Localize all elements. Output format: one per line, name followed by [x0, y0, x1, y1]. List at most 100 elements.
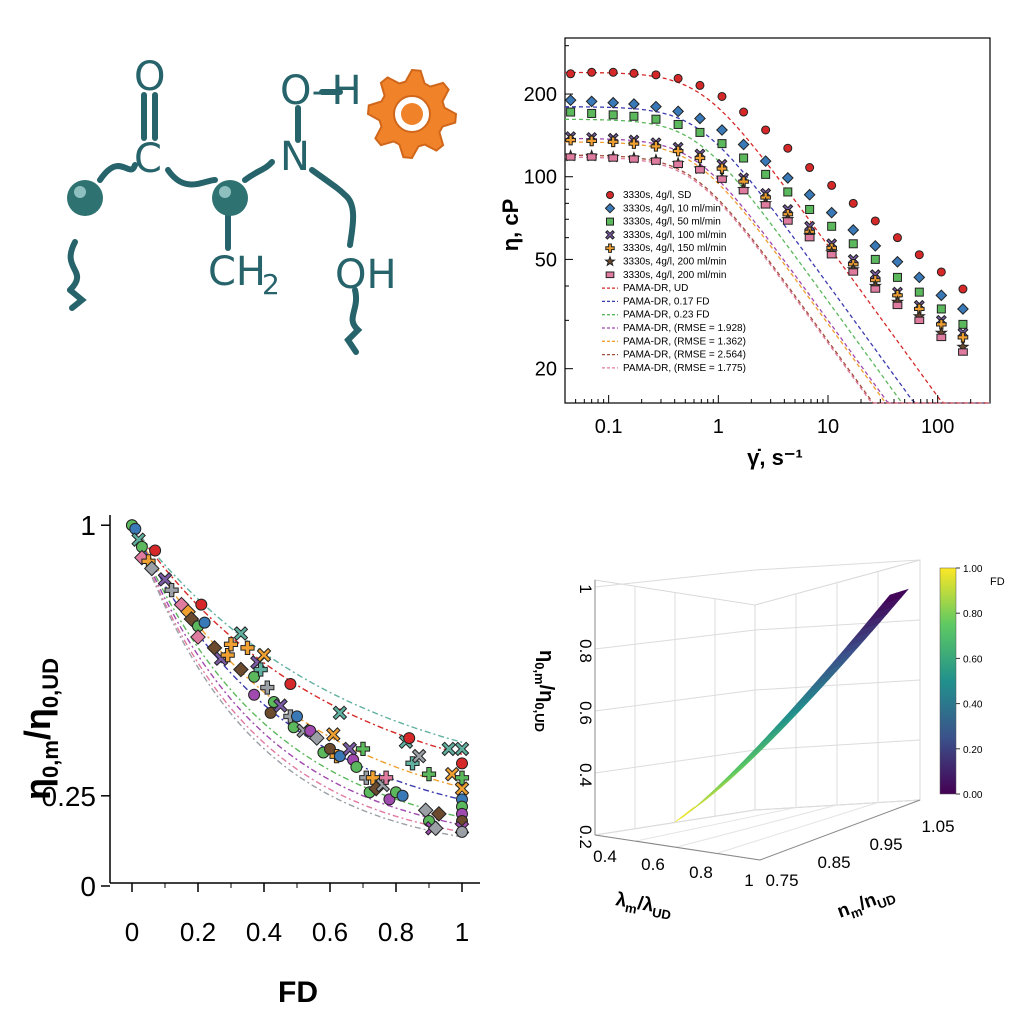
colorbar	[939, 567, 957, 795]
point-s0-12	[827, 180, 837, 190]
point-s4-16	[914, 303, 925, 315]
point-s6-5	[673, 160, 684, 168]
bond-bead2-n	[242, 159, 275, 183]
point-s4-6	[694, 152, 706, 164]
legend-label-3: 3330s, 4g/l, 100 ml/min	[623, 230, 726, 241]
point-s0-2	[608, 67, 618, 77]
point-s4-5	[672, 145, 684, 157]
point-72	[454, 741, 470, 757]
point-s6-17	[936, 333, 947, 342]
point-56	[379, 770, 394, 785]
point-s2-6	[695, 127, 705, 137]
point-s0-5	[673, 73, 683, 83]
point-s6-16	[914, 316, 925, 325]
molecule-bonds	[67, 89, 363, 355]
point-68	[427, 820, 444, 837]
legend-fit-label-3: PAMA-DR, (RMSE = 1.928)	[623, 323, 746, 334]
point-s4-1	[586, 135, 597, 147]
point-s0-9	[761, 125, 771, 135]
point-s2-7	[717, 139, 727, 149]
point-s6-12	[826, 251, 837, 259]
axis-ticks: 0.1 1 10 100 20 50 100 200	[524, 45, 972, 438]
gridline-floor	[676, 804, 838, 848]
point-s3-11	[804, 220, 816, 232]
point-s6-9	[760, 201, 771, 209]
x-tick-label-2: 0.8	[689, 863, 713, 882]
bond-n-chain	[309, 167, 357, 248]
surface-3d-chart: 0.20.40.60.810.4 0.6 0.8 1 0.750.850.951.05 …	[532, 559, 1005, 923]
bead-middle-highlight	[219, 186, 231, 198]
point-13	[183, 611, 200, 627]
fit-curve-4	[131, 524, 463, 818]
point-s0-0	[566, 69, 576, 79]
point-81	[456, 825, 468, 838]
point-s2-3	[629, 111, 639, 121]
colorbar-tick-label-2: 0.40	[963, 700, 983, 711]
bead-left-highlight	[74, 186, 86, 198]
axis-ticks: 0.20.40.60.810.4 0.6 0.8 1 0.750.850.951.05	[576, 584, 955, 890]
surface	[674, 588, 909, 823]
point-43	[325, 727, 341, 742]
point-s6-8	[738, 186, 749, 195]
x-tick-label-0: 0.1	[595, 416, 623, 438]
y-tick-label-2: 0.95	[869, 835, 902, 854]
point-s6-3	[629, 155, 639, 163]
point-s6-11	[804, 233, 815, 242]
point-24	[240, 640, 255, 655]
point-s1-16	[913, 271, 926, 284]
point-s2-13	[848, 239, 858, 249]
fit-curves	[131, 524, 463, 838]
x-tick-label-5: 1	[455, 917, 469, 947]
y-tick-label-1: 0.85	[817, 853, 850, 872]
legend-label-1: 3330s, 4g/l, 10 ml/min	[623, 203, 721, 214]
y-tick-label-3: 200	[524, 84, 557, 106]
colorbar-ticks: 0.00 0.20 0.40 0.60 0.80 1.00	[956, 564, 983, 801]
fit-line-2	[565, 118, 990, 404]
point-s0-17	[936, 267, 946, 277]
bond-tail-left	[67, 239, 81, 293]
point-42	[324, 742, 336, 755]
point-s1-3	[628, 98, 640, 110]
legend-marker-2	[606, 217, 614, 226]
point-28	[253, 662, 268, 677]
point-s6-10	[782, 217, 793, 225]
point-s2-10	[783, 187, 793, 197]
point-10	[164, 583, 179, 598]
point-s0-18	[958, 284, 968, 294]
point-s2-0	[566, 107, 576, 117]
legend-fit-label-4: PAMA-DR, (RMSE = 1.362)	[623, 336, 746, 347]
point-s6-4	[651, 157, 661, 165]
point-22	[233, 626, 249, 641]
point-s1-10	[781, 172, 794, 184]
point-s1-8	[737, 138, 750, 151]
point-s2-15	[892, 272, 902, 282]
point-s1-1	[585, 95, 598, 108]
point-s2-11	[805, 204, 815, 214]
legend-fit-label-6: PAMA-DR, (RMSE = 1.775)	[623, 363, 746, 374]
gear-hub	[401, 103, 423, 125]
legend-label-6: 3330s, 4g/l, 200 ml/min	[623, 270, 726, 281]
point-s2-16	[914, 287, 924, 297]
z-tick-label-0: 0.2	[576, 825, 595, 849]
point-s1-0	[564, 94, 577, 107]
point-s1-6	[694, 112, 706, 125]
data-points	[564, 67, 970, 356]
point-s2-4	[651, 114, 661, 124]
point-s0-4	[651, 70, 661, 80]
y-tick-label-0: 0.75	[765, 871, 798, 890]
x-tick-label-1: 0.6	[641, 855, 665, 874]
point-s0-6	[695, 80, 705, 90]
point-s6-7	[717, 175, 727, 183]
x-tick-label-3: 100	[921, 416, 954, 438]
atom-ch2-subscript: 2	[262, 268, 280, 301]
fit-curve-2	[131, 524, 463, 788]
gridline-floor	[717, 802, 879, 854]
point-s4-17	[936, 319, 947, 330]
molecule-diagram: O C N O–H CH 2 OH	[67, 54, 458, 355]
legend-label-4: 3330s, 4g/l, 150 ml/min	[623, 243, 726, 254]
y-tick-label-3: 1.05	[921, 817, 954, 836]
point-46	[332, 705, 348, 721]
colorbar-tick-label-1: 0.20	[963, 745, 983, 756]
legend-marker-6	[605, 271, 615, 279]
y-axis-label: η, cP	[500, 199, 523, 252]
